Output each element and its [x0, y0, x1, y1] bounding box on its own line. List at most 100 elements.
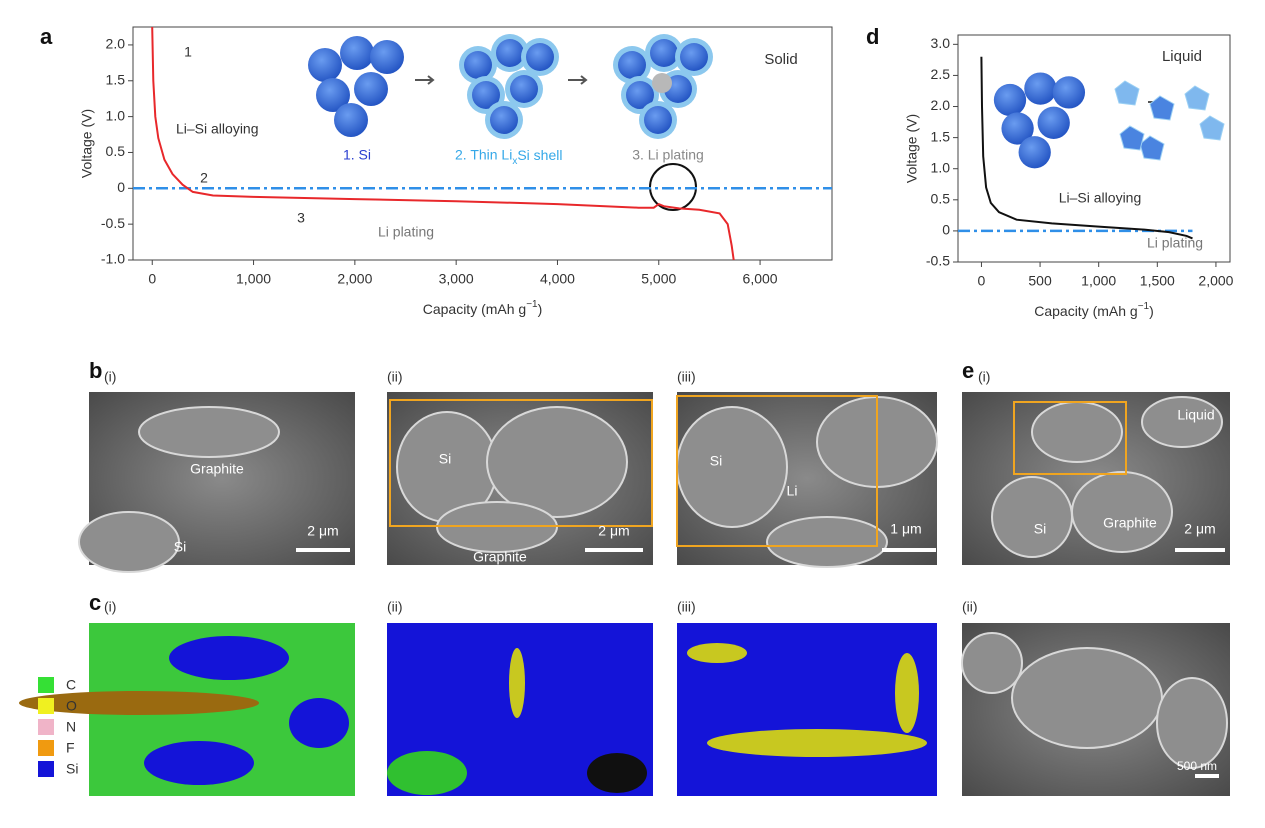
sphere [464, 51, 492, 79]
panel-tag: (i) [104, 599, 116, 615]
x-axis-label-part: −1 [1138, 301, 1150, 312]
annotation: Solid [764, 51, 797, 68]
plating [652, 73, 672, 93]
eds-region [707, 729, 927, 757]
panel-tag: (i) [978, 369, 990, 385]
y-axis-label: Voltage (V) [904, 114, 920, 183]
x-axis-label-part: ) [538, 301, 543, 317]
legend-label: O [66, 698, 77, 714]
arrow [415, 75, 435, 85]
image-label: Si [1034, 521, 1046, 537]
roi-box [676, 395, 878, 547]
sphere [316, 78, 350, 112]
grain [1031, 401, 1123, 463]
fragment [1199, 115, 1225, 141]
y-tick-label: 0.5 [106, 143, 126, 159]
y-tick-label: 2.0 [106, 36, 126, 52]
plot-frame [957, 34, 1231, 263]
legend-label: Si [66, 761, 78, 777]
highlight-circle [649, 163, 697, 211]
annotation: 1 [184, 44, 192, 60]
panel-label: b [89, 358, 102, 383]
annotation-part: Si shell [517, 147, 562, 163]
eds-region [289, 698, 349, 748]
eds-region [169, 636, 289, 680]
fragment [1184, 85, 1210, 111]
x-tick-label: 4,000 [540, 271, 575, 287]
panel-label: e [962, 358, 974, 383]
sphere [490, 106, 518, 134]
x-tick-label: 6,000 [743, 271, 778, 287]
sphere [644, 106, 672, 134]
x-tick-label: 5,000 [641, 271, 676, 287]
annotation: 2 [200, 170, 208, 186]
y-tick-label: 0 [117, 179, 125, 195]
x-axis-label: Capacity (mAh g−1) [423, 299, 543, 317]
sphere [1037, 106, 1070, 139]
y-tick-label: 1.0 [931, 159, 951, 175]
grain [1141, 396, 1223, 448]
y-tick-label: 1.5 [106, 71, 126, 87]
panel-label: c [89, 590, 101, 615]
x-tick-label: 1,000 [236, 271, 271, 287]
sphere [626, 81, 654, 109]
image-label: 500 nm [1177, 759, 1217, 773]
fragment [1114, 80, 1140, 106]
annotation-part: x [512, 156, 517, 167]
image-label: Graphite [473, 549, 527, 565]
x-axis-label: Capacity (mAh g−1) [1034, 301, 1154, 319]
sphere [526, 43, 554, 71]
legend-swatch [38, 740, 54, 756]
x-tick-label: 1,500 [1140, 273, 1175, 289]
x-tick-label: 2,000 [337, 271, 372, 287]
data-line [980, 56, 1193, 240]
x-tick-label: 3,000 [439, 271, 474, 287]
image-label: Si [710, 453, 722, 469]
x-tick-label: 0 [148, 271, 156, 287]
grain [676, 406, 788, 528]
legend-swatch [38, 677, 54, 693]
y-tick-label: 1.5 [931, 128, 951, 144]
x-axis-label-part: Capacity (mAh g [423, 301, 526, 317]
arrow [568, 75, 588, 85]
annotation: Li–Si alloying [176, 121, 259, 137]
y-tick-label: -1.0 [101, 251, 125, 267]
sphere [334, 103, 368, 137]
eds-region [895, 653, 919, 733]
eds-region [587, 753, 647, 793]
grain [1011, 647, 1163, 749]
y-tick-label: 2.0 [931, 97, 951, 113]
panel-tag: (ii) [962, 599, 978, 615]
grain [1156, 677, 1228, 769]
panel-tag: (i) [104, 369, 116, 385]
panel-tag: (ii) [387, 599, 403, 615]
sphere [354, 72, 388, 106]
y-axis-label: Voltage (V) [79, 109, 95, 178]
panel-tag: (iii) [677, 369, 696, 385]
y-tick-label: 1.0 [106, 107, 126, 123]
sphere [340, 36, 374, 70]
grain [766, 516, 888, 568]
grain [1071, 471, 1173, 553]
sphere [510, 75, 538, 103]
image-label: 2 μm [598, 523, 629, 539]
annotation: Li plating [378, 224, 434, 240]
grain [486, 406, 628, 518]
sphere [1001, 112, 1034, 145]
legend-swatch [38, 719, 54, 735]
image-label: Liquid [1177, 407, 1214, 423]
image-label: Li [787, 483, 798, 499]
eds-region [19, 691, 259, 715]
y-tick-label: -0.5 [926, 253, 950, 269]
sphere [1024, 72, 1057, 105]
sphere [496, 39, 524, 67]
sphere [618, 51, 646, 79]
x-tick-label: 0 [978, 273, 986, 289]
sphere [1052, 76, 1086, 109]
annotation: Li–Si alloying [1059, 190, 1142, 206]
eds-region [387, 751, 467, 795]
image-label: 2 μm [307, 523, 338, 539]
fragment [1139, 135, 1165, 161]
fragment [1149, 95, 1175, 121]
